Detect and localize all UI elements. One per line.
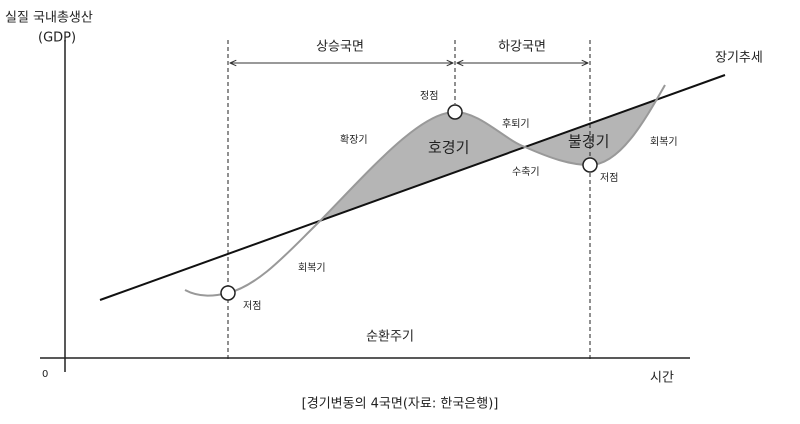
y-label: 실질 국내총생산	[5, 11, 93, 26]
x-label: 시간	[650, 371, 674, 386]
cycle-label: 순환주기	[366, 330, 414, 345]
recession-area	[525, 99, 657, 165]
peak-point	[447, 104, 463, 120]
period-label: 불경기	[568, 133, 609, 151]
period-label: 수축기	[512, 166, 540, 178]
period-label: 회복기	[298, 262, 326, 274]
period-label: 확장기	[340, 134, 368, 146]
period-label: 후퇴기	[502, 118, 530, 130]
trend-label: 장기추세	[715, 51, 763, 66]
trough-point	[582, 157, 598, 173]
point-label: 정점	[420, 90, 438, 102]
point-label: 저점	[243, 300, 261, 312]
phase-label: 하강국면	[498, 40, 546, 55]
trend-line	[99, 74, 726, 301]
period-label: 호경기	[428, 139, 469, 157]
cycle-curve	[184, 84, 666, 297]
y-label-sub: (GDP)	[38, 31, 76, 46]
caption: [경기변동의 4국면(자료: 한국은행)]	[302, 396, 499, 412]
point-label: 저점	[600, 172, 618, 184]
trough-point	[220, 285, 236, 301]
boom-area	[320, 112, 525, 221]
origin-label: 0	[42, 369, 48, 380]
phase-label: 상승국면	[316, 40, 364, 55]
period-label: 회복기	[650, 136, 678, 148]
